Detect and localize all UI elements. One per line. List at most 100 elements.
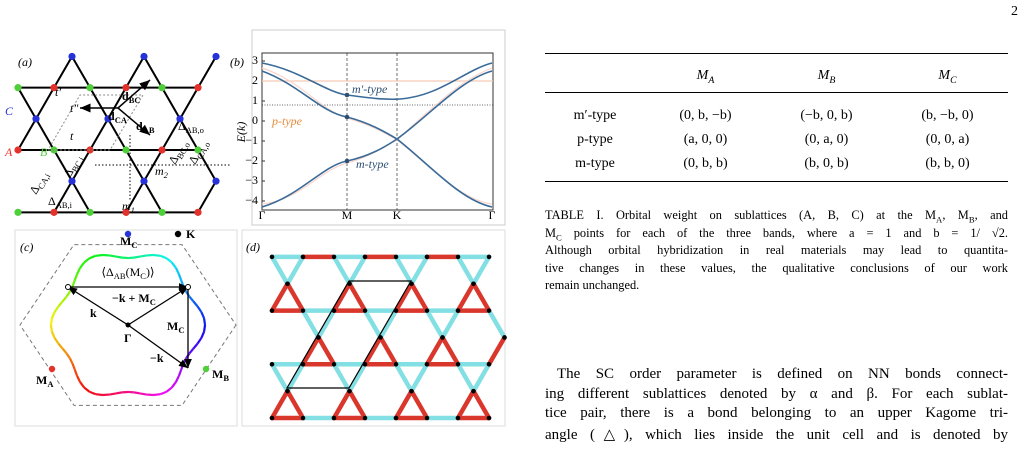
page-number: 2 [1011,4,1018,19]
table-cell: (−b, 0, b) [766,92,887,129]
fermi-surface [95,253,103,257]
bond [35,118,55,151]
header-cell: MC [887,62,1008,93]
text-part: (M [126,265,141,279]
text-part: M [545,225,557,240]
site [86,84,94,92]
site [424,362,430,367]
text-part: TABLE I. Orbital weight on sublattices (… [545,208,937,222]
fermi-surface [133,391,141,395]
bond [143,149,163,182]
text-part: −k + M [112,291,150,305]
fermi-surface [182,357,187,365]
table-row: m′-type (0, b, −b) (−b, 0, b) (b, −b, 0) [545,92,1008,129]
vector-label: −k + MC [112,291,156,307]
subscript: B [968,214,975,225]
fermi-surface [192,300,199,308]
site [212,177,220,185]
site [14,84,22,92]
table-caption: TABLE I. Orbital weight on sublattices (… [545,208,1008,296]
vector-label: k [90,306,97,320]
fermi-surface [71,279,76,287]
k-point [202,365,210,373]
unit-cell [47,94,144,151]
label: t′ [55,85,61,99]
bond [393,281,414,313]
site [194,146,202,154]
panel-label: (d) [246,240,260,254]
site [331,362,337,367]
table-cell: (b, b, 0) [887,151,1008,182]
site [158,146,166,154]
x-tick-label: K [393,208,402,222]
fermi-surface [165,386,173,393]
site [86,208,94,216]
bond [455,388,476,421]
text-line: angle (△), which lies inside the unit ce… [545,426,1008,443]
bond [455,281,476,313]
label: dAB [136,119,155,135]
bond [143,180,163,213]
label: dCA [108,109,128,125]
y-tick-label: 2 [252,73,258,87]
site [269,308,275,313]
text-part: d [108,109,115,123]
bond [486,308,507,340]
fermi-surface [174,267,180,275]
table-cell: (0, b, −b) [645,92,766,129]
text-part: M [212,367,223,381]
panel-frame [14,229,238,427]
fermi-surface [200,311,206,319]
origin [65,284,71,290]
bond [107,118,127,151]
fermi-surface [83,257,91,264]
site [104,115,112,123]
table-cell: (0, a, 0) [804,132,849,147]
table-cell: m-type [545,151,645,182]
bond [455,362,476,394]
vector-arrow [127,324,189,369]
bond [331,362,352,394]
site [68,177,76,185]
text-part: Δ [48,194,56,208]
unit-cell [285,280,413,389]
header-cell: MA [645,62,766,93]
subscript: CA [115,115,128,125]
site [269,254,275,260]
site [440,335,445,340]
site [14,146,22,154]
fermi-surface [49,324,54,332]
fermi-surface [115,391,123,395]
site [347,388,352,394]
bond [347,254,368,287]
fermi-surface [89,390,97,396]
text-part: M [167,319,178,333]
site [471,388,476,394]
fermi-surface [153,253,161,257]
label: B [40,145,48,159]
vector-label: −k [150,351,164,365]
fermi-surface [202,318,207,326]
subscript: A [47,379,54,389]
panel-label: (a) [18,55,32,69]
table-cell: (b, 0, b) [766,151,887,182]
bond [347,388,368,421]
band [261,70,493,208]
text-part: m [122,199,131,213]
bond [393,388,414,421]
rule [545,53,1008,54]
bond [440,335,461,367]
panel-frame [241,229,506,427]
site [502,335,507,340]
fermi-surface [71,363,76,371]
text-part: ⟨Δ [101,265,114,279]
fermi-surface [153,393,161,397]
bond [197,180,217,213]
subscript: CA,i [36,171,53,191]
fermi-surface [188,348,195,355]
bond [316,335,337,367]
band-point [344,92,350,98]
bond [269,388,290,421]
x-tick-label: Γ [259,208,266,222]
subscript: C [178,325,184,335]
